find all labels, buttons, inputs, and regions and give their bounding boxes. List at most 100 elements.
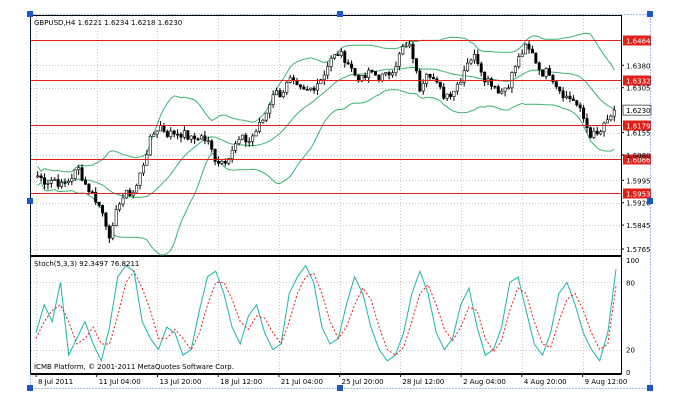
candle-body (561, 90, 565, 99)
candle-body (39, 175, 43, 179)
candle-body (302, 86, 306, 90)
candle-body (367, 69, 371, 78)
candle-body (500, 90, 504, 94)
candle-body (425, 73, 429, 84)
candle-body (414, 58, 418, 72)
candle-body (217, 161, 221, 164)
candle-body (411, 43, 415, 59)
candle-body (466, 62, 470, 72)
current-price-label: 1.6230 (626, 107, 651, 115)
price-level-label: 1.6179 (626, 123, 651, 131)
candle-body (66, 180, 70, 184)
candle-body (602, 122, 606, 132)
candle-body (247, 141, 251, 143)
candle-body (227, 158, 231, 164)
candle-body (36, 175, 40, 178)
candle-body (104, 212, 108, 227)
candle-body (309, 87, 313, 91)
selection-handles[interactable] (27, 11, 653, 391)
candle-body (73, 169, 77, 179)
bollinger-lower (37, 89, 615, 256)
x-tick-label: 13 Jul 20:00 (159, 378, 201, 386)
candle-body (124, 189, 128, 199)
selection-handle-icon[interactable] (647, 385, 653, 391)
candle-body (442, 86, 446, 99)
stoch-title: Stoch(5,3,3) 92.3497 76.8211 (34, 260, 139, 268)
candle-body (578, 104, 582, 109)
x-tick-label: 25 Jul 20:00 (342, 378, 384, 386)
candle-body (401, 46, 405, 55)
horizontal-levels: 1.6464 1.6332 1.6179 1.6066 1.5953 (31, 35, 651, 199)
candle-body (141, 164, 145, 174)
candle-body (339, 51, 343, 56)
selection-handle-icon[interactable] (27, 198, 33, 204)
candle-body (520, 53, 524, 57)
candle-body (165, 131, 169, 138)
price-level-label: 1.6066 (626, 157, 651, 165)
candle-body (234, 143, 238, 151)
candle-body (210, 140, 214, 150)
candle-body (384, 72, 388, 75)
x-tick-label: 8 Jul 2011 (38, 378, 73, 386)
candle-body (496, 86, 500, 94)
candle-body (220, 161, 224, 164)
y-tick-label: 1.5765 (626, 246, 651, 254)
candle-body (114, 209, 118, 226)
selection-handle-icon[interactable] (647, 198, 653, 204)
candle-body (254, 131, 258, 137)
candle-body (524, 43, 528, 55)
candle-body (298, 84, 302, 88)
candle-body (94, 191, 98, 203)
candle-body (319, 79, 323, 85)
candle-body (507, 87, 511, 90)
candle-body (315, 83, 319, 91)
candle-body (206, 140, 210, 143)
price-level-tag (623, 35, 651, 46)
chart-title: GBPUSD,H4 1.6221 1.6234 1.6218 1.6230 (34, 19, 182, 27)
candle-body (60, 182, 64, 187)
selection-handle-icon[interactable] (27, 385, 33, 391)
candle-body (394, 66, 398, 74)
candle-body (554, 81, 558, 88)
candle-body (599, 131, 603, 135)
candle-body (111, 225, 115, 239)
selection-handle-icon[interactable] (647, 11, 653, 17)
selection-handle-icon[interactable] (27, 11, 33, 17)
candle-body (370, 69, 374, 72)
price-axis-labels: 1.6380 1.6305 1.6155 1.6080 1.5995 1.5920 1.58… (621, 62, 651, 254)
candle-body (196, 138, 200, 141)
x-tick-label: 2 Aug 04:00 (463, 378, 506, 386)
x-tick-label: 21 Jul 04:00 (281, 378, 323, 386)
candle-body (493, 85, 497, 88)
candle-body (107, 225, 111, 239)
candle-body (428, 73, 432, 78)
price-level-label: 1.6332 (626, 78, 651, 86)
y-tick-label: 1.5995 (626, 177, 651, 185)
candle-body (558, 86, 562, 92)
x-tick-label: 18 Jul 12:00 (220, 378, 262, 386)
candle-body (101, 205, 105, 214)
candle-body (343, 51, 347, 63)
candle-body (285, 81, 289, 93)
candle-body (455, 83, 459, 92)
selection-handle-icon[interactable] (337, 385, 343, 391)
time-axis-labels: 8 Jul 2011 11 Jul 04:00 13 Jul 20:00 18 Jul… (35, 374, 627, 386)
selection-handle-icon[interactable] (337, 11, 343, 17)
candle-body (271, 94, 275, 105)
y-tick-label: 1.5845 (626, 222, 651, 230)
candle-body (377, 74, 381, 81)
candle-body (397, 53, 401, 67)
candle-body (169, 130, 173, 138)
candle-body (387, 72, 391, 76)
candle-body (421, 83, 425, 92)
candle-body (46, 183, 50, 185)
candle-body (203, 135, 207, 142)
price-level-tag (623, 188, 651, 199)
candle-body (547, 68, 551, 76)
x-tick-label: 4 Aug 20:00 (524, 378, 567, 386)
candle-body (534, 52, 538, 64)
candle-body (257, 122, 261, 132)
candle-body (322, 74, 326, 80)
candle-body (503, 87, 507, 92)
